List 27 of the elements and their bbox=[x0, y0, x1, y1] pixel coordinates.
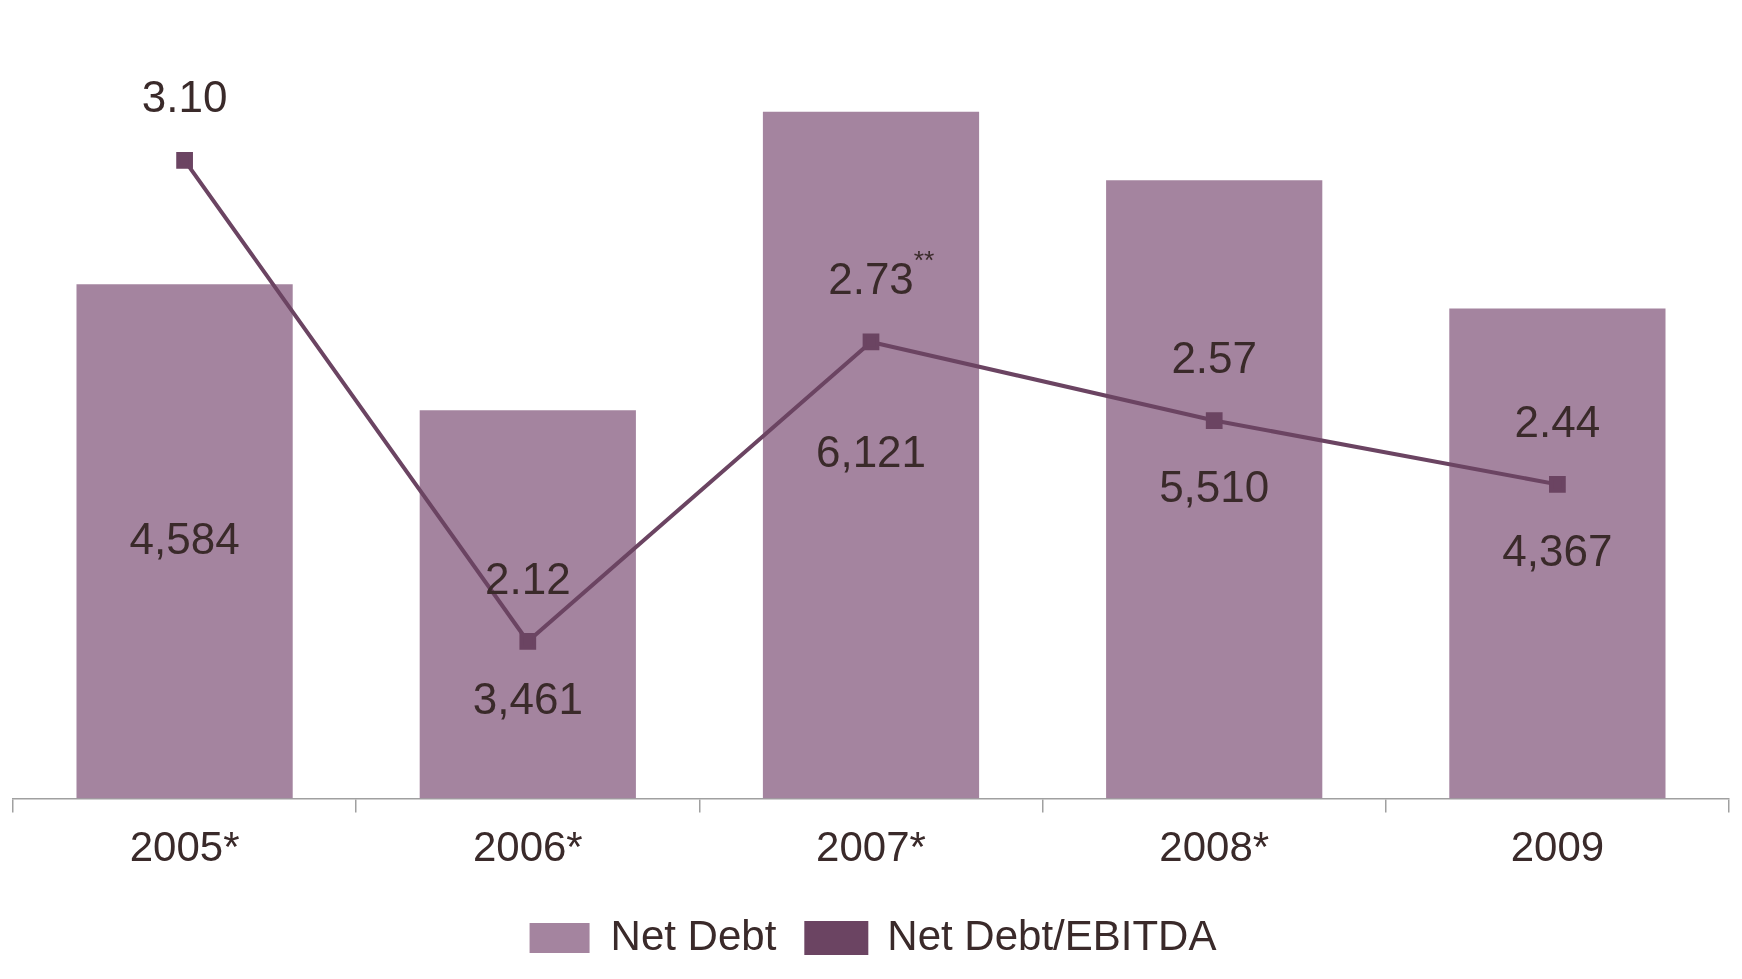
bar bbox=[1449, 308, 1666, 799]
point bbox=[862, 333, 880, 351]
data-label: 3.10 bbox=[141, 72, 228, 122]
x-tick-label: 2008* bbox=[1159, 823, 1270, 871]
legend-label: Net Debt bbox=[610, 911, 777, 959]
point bbox=[176, 151, 193, 169]
bar bbox=[76, 284, 293, 799]
point bbox=[1549, 476, 1566, 493]
data-label: 6,121 bbox=[815, 427, 927, 477]
bar bbox=[1106, 180, 1323, 799]
data-label: 2.44 bbox=[1514, 396, 1601, 446]
x-tick-label: 2007* bbox=[816, 823, 926, 871]
point bbox=[1205, 412, 1223, 429]
data-label: 5,510 bbox=[1159, 461, 1270, 511]
bar bbox=[762, 111, 980, 799]
x-tick-label: 2005* bbox=[129, 823, 240, 871]
data-label: 2.57 bbox=[1171, 332, 1258, 382]
data-label: 2.12 bbox=[484, 553, 571, 603]
bar bbox=[419, 410, 636, 799]
x-tick-label: 2006* bbox=[472, 823, 583, 871]
data-label: 2.73** bbox=[828, 245, 935, 304]
data-label: 4,367 bbox=[1502, 525, 1613, 575]
legend-label: Net Debt/EBITDA bbox=[887, 911, 1217, 959]
point bbox=[519, 633, 537, 650]
x-tick-label: 2009 bbox=[1510, 823, 1605, 871]
data-label: 3,461 bbox=[472, 673, 583, 723]
data-label: 4,584 bbox=[129, 513, 240, 563]
